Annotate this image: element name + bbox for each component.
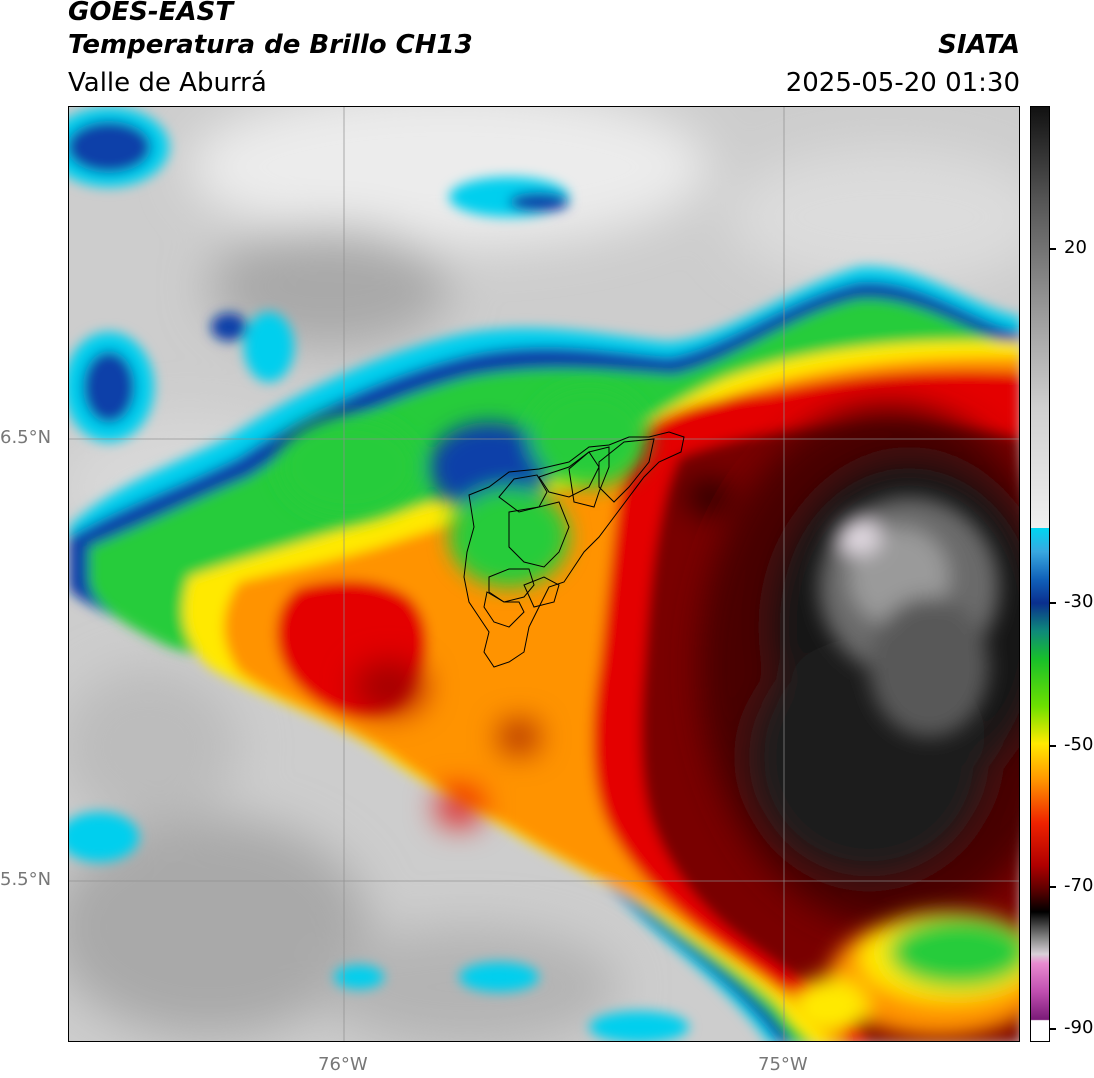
satellite-title: GOES-EAST — [68, 0, 234, 27]
municipality-boundaries — [463, 431, 685, 668]
colorbar-tick-label: -30 — [1064, 591, 1094, 612]
colorbar-tick — [1050, 602, 1056, 604]
colorbar-tick — [1050, 248, 1056, 250]
region-subtitle: Valle de Aburrá — [68, 68, 267, 98]
colorbar — [1030, 106, 1050, 1042]
colorbar-tick-label: -50 — [1064, 734, 1094, 755]
colorbar-tick — [1050, 1028, 1056, 1030]
lon-label-76w: 76°W — [318, 1054, 368, 1075]
timestamp: 2025-05-20 01:30 — [785, 68, 1020, 98]
colorbar-tick-label: -70 — [1064, 875, 1094, 896]
colorbar-tick-label: -90 — [1064, 1017, 1094, 1038]
colorbar-tick — [1050, 886, 1056, 888]
satellite-map[interactable] — [68, 106, 1020, 1042]
lon-label-75w: 75°W — [758, 1054, 808, 1075]
gridlines — [69, 107, 1019, 1041]
brand-label: SIATA — [938, 30, 1020, 60]
colorbar-tick — [1050, 745, 1056, 747]
lat-label-5-5n: 5.5°N — [0, 869, 52, 890]
colorbar-tick-label: 20 — [1064, 237, 1087, 258]
product-title: Temperatura de Brillo CH13 — [68, 30, 473, 60]
lat-label-6-5n: 6.5°N — [0, 427, 52, 448]
